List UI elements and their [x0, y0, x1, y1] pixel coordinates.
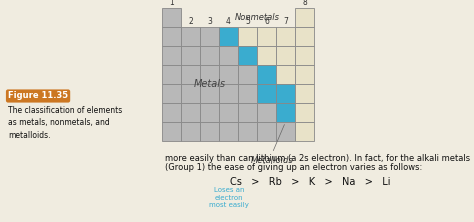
- Bar: [238, 84, 257, 103]
- Text: 1: 1: [169, 0, 174, 7]
- Bar: [276, 84, 295, 103]
- Text: 3: 3: [207, 17, 212, 26]
- Bar: [181, 84, 200, 103]
- Bar: [238, 46, 257, 65]
- Bar: [219, 84, 238, 103]
- Bar: [162, 65, 181, 84]
- Bar: [200, 46, 219, 65]
- Bar: [200, 27, 219, 46]
- Bar: [295, 103, 314, 122]
- Bar: [181, 122, 200, 141]
- Bar: [200, 65, 219, 84]
- Bar: [219, 65, 238, 84]
- Text: Metals: Metals: [193, 79, 226, 89]
- Bar: [200, 122, 219, 141]
- Bar: [257, 84, 276, 103]
- Bar: [295, 8, 314, 27]
- Bar: [276, 27, 295, 46]
- Bar: [276, 65, 295, 84]
- Bar: [276, 103, 295, 122]
- Text: Loses an
electron
most easily: Loses an electron most easily: [209, 187, 249, 208]
- Bar: [162, 122, 181, 141]
- Bar: [219, 46, 238, 65]
- Bar: [276, 122, 295, 141]
- Bar: [276, 46, 295, 65]
- Bar: [238, 103, 257, 122]
- Text: 8: 8: [302, 0, 307, 7]
- Bar: [200, 84, 219, 103]
- Text: 6: 6: [264, 17, 269, 26]
- Bar: [219, 27, 238, 46]
- Bar: [200, 103, 219, 122]
- Bar: [257, 122, 276, 141]
- Text: Figure 11.35: Figure 11.35: [8, 91, 68, 101]
- Bar: [162, 46, 181, 65]
- Bar: [257, 27, 276, 46]
- Bar: [162, 103, 181, 122]
- Bar: [295, 46, 314, 65]
- Bar: [181, 103, 200, 122]
- Text: 7: 7: [283, 17, 288, 26]
- Text: The classification of elements
as metals, nonmetals, and
metalloids.: The classification of elements as metals…: [8, 106, 122, 140]
- Bar: [162, 27, 181, 46]
- Bar: [295, 84, 314, 103]
- Bar: [295, 65, 314, 84]
- Text: 4: 4: [226, 17, 231, 26]
- Text: (Group 1) the ease of giving up an electron varies as follows:: (Group 1) the ease of giving up an elect…: [165, 163, 422, 172]
- Text: 5: 5: [245, 17, 250, 26]
- Text: Nonmetals: Nonmetals: [235, 13, 280, 22]
- Bar: [257, 103, 276, 122]
- Bar: [219, 103, 238, 122]
- Text: more easily than can lithium (a 2s electron). In fact, for the alkali metals: more easily than can lithium (a 2s elect…: [165, 154, 470, 163]
- Bar: [181, 65, 200, 84]
- Bar: [257, 46, 276, 65]
- Bar: [162, 8, 181, 27]
- Bar: [181, 27, 200, 46]
- Bar: [295, 27, 314, 46]
- Text: Metalloids: Metalloids: [251, 156, 293, 165]
- Text: Cs   >   Rb   >   K   >   Na   >   Li: Cs > Rb > K > Na > Li: [230, 177, 390, 187]
- Bar: [257, 65, 276, 84]
- Bar: [181, 46, 200, 65]
- Text: 2: 2: [188, 17, 193, 26]
- Bar: [238, 122, 257, 141]
- Bar: [238, 27, 257, 46]
- Bar: [219, 122, 238, 141]
- Bar: [162, 84, 181, 103]
- Bar: [238, 65, 257, 84]
- Bar: [295, 122, 314, 141]
